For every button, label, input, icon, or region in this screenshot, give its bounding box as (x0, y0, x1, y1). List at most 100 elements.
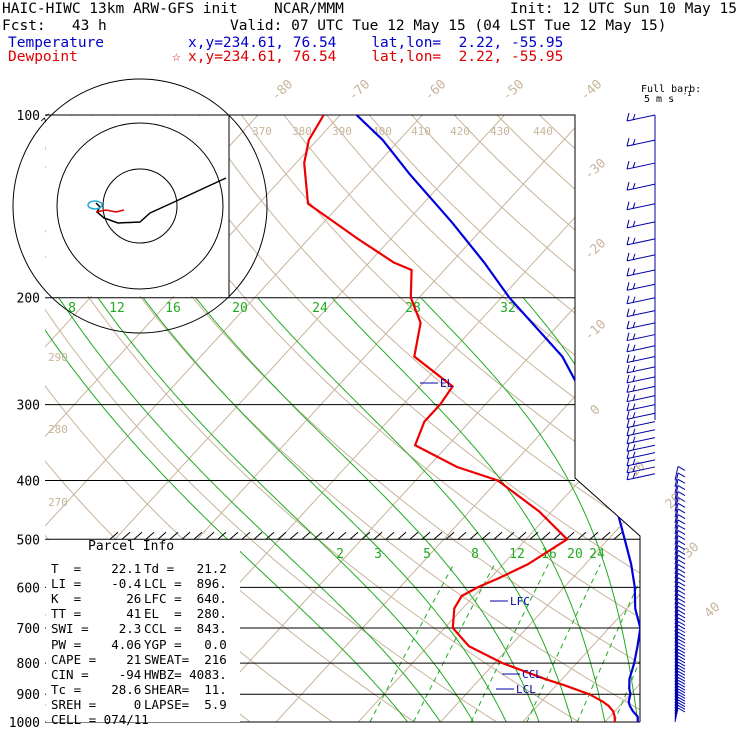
isotherm-line (440, 115, 640, 722)
wind-barb-flag (632, 321, 636, 329)
wind-barb-flag (626, 443, 630, 452)
wind-barb-flag (677, 594, 686, 599)
wind-barb (674, 617, 679, 632)
wind-barb (626, 269, 656, 277)
dry-adiabat-line (198, 115, 640, 722)
pressure-tick-label: 500 (17, 533, 40, 548)
wind-barb (626, 473, 656, 481)
freezing-hatch (505, 531, 515, 540)
moist-adiabat-line (420, 297, 639, 722)
wind-barb-flag (626, 308, 630, 317)
wind-barb-flag (677, 624, 686, 630)
wind-barb-flag (677, 472, 686, 478)
isotherm-line (0, 115, 11, 722)
wind-barb-flag (632, 465, 636, 473)
wind-barb-flag (677, 524, 686, 530)
wind-barb-flag (677, 585, 686, 591)
wind-barb-flag (677, 466, 686, 471)
wind-barb-flag (626, 267, 630, 277)
wind-barb (674, 621, 679, 636)
wind-barb (626, 345, 656, 353)
freezing-hatch (169, 531, 179, 540)
wind-barb (674, 642, 679, 657)
wind-barb (674, 668, 679, 683)
wind-barb-flag (677, 609, 686, 615)
wind-barb (674, 535, 679, 550)
wind-barb-flag (677, 514, 686, 519)
wind-barb (674, 568, 679, 584)
dry-adiabat-line (368, 115, 640, 722)
wind-barb-flag (626, 112, 630, 122)
parcel-info-param: T = 22.1 (51, 561, 142, 576)
freezing-hatch (589, 531, 599, 540)
parcel-info-param: YGP = 0.0 (144, 636, 227, 652)
lcl-level-marker-label: LCL (516, 683, 536, 696)
parcel-info-param: Tc = 28.6 (51, 681, 142, 697)
wind-barb-flag (677, 688, 686, 694)
wind-barb (674, 674, 679, 689)
wind-barb-flag (626, 201, 630, 210)
wind-barb-flag (677, 502, 686, 508)
wind-barb-flag (677, 694, 686, 699)
wind-barb (674, 472, 679, 488)
mixing-ratio-line (576, 564, 640, 722)
wind-barb-flag (677, 568, 686, 574)
freezing-hatch (613, 531, 623, 540)
parcel-info-param: CIN = -94 (51, 666, 142, 682)
wind-barb (674, 550, 679, 565)
wind-barb (674, 694, 679, 709)
barb-legend-exponent: -1 (683, 90, 692, 98)
wind-barb (626, 395, 656, 403)
mixing-ratio-label: 8 (471, 547, 479, 562)
isotherm-label: 30 (681, 540, 703, 562)
wind-barb-flag (626, 419, 630, 428)
freezing-hatch (433, 531, 443, 540)
wind-barb-flag (677, 702, 686, 708)
dewpoint-star-icon: ☆ (172, 49, 181, 65)
wind-barb (674, 665, 679, 680)
freezing-hatch (109, 531, 119, 540)
dry-adiabat-line (45, 115, 518, 722)
wind-barb-flag (626, 219, 630, 229)
wind-barb (674, 577, 679, 592)
moist-adiabat-line (720, 298, 740, 722)
mixing-ratio-label: 12 (509, 547, 525, 562)
hodograph-ring (56, 122, 224, 290)
dry-adiabat-line (283, 115, 640, 722)
wind-barb-flag (626, 182, 630, 191)
wind-barb-flag (677, 679, 686, 685)
freezing-hatch (373, 531, 383, 540)
dewpoint-profile (303, 115, 616, 722)
wind-barb-flag (677, 628, 686, 634)
wind-barb (674, 624, 679, 640)
freezing-hatch (313, 531, 323, 540)
wind-barb-flag (677, 661, 686, 667)
wind-barb (626, 437, 656, 445)
hodograph-panel (46, 116, 229, 296)
forecast-hour: Fcst: 43 h (2, 18, 107, 34)
isotherm-label: 0 (588, 402, 604, 418)
wind-barb-flag (632, 403, 636, 410)
wind-barb (674, 685, 679, 701)
parcel-info-param: Td = 21.2 (144, 561, 227, 576)
parcel-info-panel: Parcel Info T = 22.1 Td = 21.2 LI = -0.4 LC… (46, 539, 240, 727)
freezing-hatch (529, 531, 539, 540)
wind-barb-flag (677, 642, 686, 647)
wind-barb (626, 376, 656, 384)
freezing-hatch (205, 531, 215, 540)
wind-barb-flag (677, 620, 686, 626)
wind-barb-flag (632, 333, 636, 340)
wind-barb (674, 466, 679, 481)
wind-barb-flag (677, 638, 686, 644)
freezing-hatch (157, 531, 167, 540)
wind-barb (674, 683, 679, 698)
wind-barb-flag (677, 508, 686, 514)
mixing-ratio-line (470, 564, 549, 722)
theta-label: 390 (332, 125, 352, 138)
wind-barb-flag (626, 138, 630, 147)
freezing-hatch (493, 531, 503, 540)
wind-barb-flag (632, 355, 636, 362)
freezing-hatch (265, 531, 275, 540)
wind-barb (626, 254, 656, 262)
